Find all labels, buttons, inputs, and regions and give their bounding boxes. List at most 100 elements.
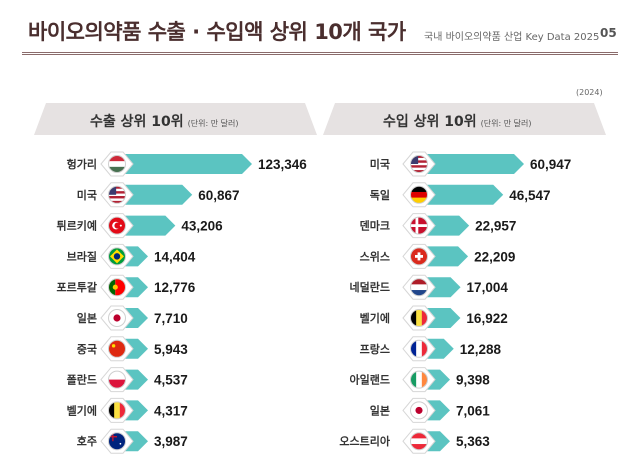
export-value-label: 14,404 (154, 249, 196, 264)
import-bar (426, 215, 470, 236)
export-value-label: 7,710 (154, 311, 188, 326)
export-country-label: 일본 (77, 311, 97, 325)
flag-china-icon (108, 339, 126, 358)
import-value-label: 16,922 (466, 311, 507, 326)
import-panel-header: 수입 상위 10위 (단위: 만 달러) (323, 103, 606, 135)
export-bar (124, 308, 148, 328)
flag-australia-icon (108, 432, 126, 451)
export-row: 일본 7,710 (77, 305, 188, 331)
export-bar (124, 369, 148, 390)
page-subtitle: 국내 바이오의약품 산업 Key Data 2025 (424, 32, 600, 43)
import-value-label: 22,957 (475, 219, 516, 234)
import-country-label: 프랑스 (360, 343, 390, 356)
import-bar (426, 154, 524, 174)
export-country-label: 폴란드 (67, 373, 97, 387)
export-value-label: 4,317 (154, 403, 188, 418)
import-row: 독일 46,547 (370, 182, 551, 208)
export-country-label: 튀르키예 (57, 219, 97, 233)
export-row: 중국 5,943 (77, 336, 188, 362)
export-row: 폴란드 4,537 (67, 367, 188, 393)
import-row: 아일랜드 9,398 (350, 367, 490, 393)
import-row: 오스트리아 5,363 (339, 428, 490, 454)
export-country-label: 벨기에 (67, 403, 97, 417)
export-bar (124, 400, 148, 421)
export-country-label: 미국 (77, 188, 97, 202)
export-bar (124, 215, 176, 236)
export-value-label: 60,867 (198, 188, 239, 203)
export-country-label: 브라질 (67, 249, 97, 263)
export-country-label: 포르투갈 (57, 280, 97, 294)
flag-germany-icon (410, 185, 428, 204)
import-panel-title: 수입 상위 10위 (383, 114, 477, 130)
export-country-label: 호주 (77, 434, 97, 448)
import-country-label: 미국 (370, 157, 390, 171)
flag-hungary-icon (108, 155, 126, 173)
import-bar (426, 400, 450, 421)
import-bar (426, 338, 454, 359)
export-unit-label: (단위: 만 달러) (187, 119, 239, 128)
export-bar (124, 338, 148, 359)
export-country-label: 중국 (77, 343, 97, 356)
flag-netherlands-icon (410, 278, 428, 297)
import-row: 미국 60,947 (370, 151, 571, 177)
import-value-label: 7,061 (456, 403, 490, 418)
flag-austria-icon (410, 432, 428, 451)
import-country-label: 아일랜드 (350, 373, 390, 387)
import-row: 스위스 22,209 (360, 243, 515, 269)
export-row: 벨기에 4,317 (67, 397, 188, 423)
page-number: 05 (600, 26, 617, 40)
export-value-label: 43,206 (181, 219, 223, 234)
export-bar (124, 246, 148, 267)
flag-usa-icon (108, 185, 126, 204)
export-value-label: 3,987 (154, 434, 188, 449)
import-value-label: 46,547 (509, 188, 550, 203)
flag-portugal-icon (108, 278, 126, 297)
flag-belgium-icon (410, 309, 428, 327)
import-value-label: 5,363 (456, 434, 490, 449)
flag-belgium-icon (108, 401, 126, 420)
export-bar (124, 277, 148, 298)
export-bar (124, 431, 148, 452)
export-panel-title: 수출 상위 10위 (90, 114, 184, 130)
flag-usa-icon (410, 155, 428, 173)
header-divider-second (22, 54, 618, 55)
import-bar (426, 308, 461, 328)
export-country-label: 헝가리 (67, 157, 97, 171)
import-bar (426, 369, 450, 390)
import-unit-label: (단위: 만 달러) (480, 119, 532, 128)
import-value-label: 9,398 (456, 373, 490, 388)
import-bar (426, 277, 461, 298)
import-bar (426, 184, 504, 205)
top-bar (0, 0, 640, 5)
flag-switzerland-icon (410, 247, 428, 266)
export-row: 호주 3,987 (77, 428, 188, 454)
export-row: 헝가리 123,346 (67, 151, 307, 177)
import-value-label: 22,209 (474, 249, 515, 264)
export-row: 브라질 14,404 (67, 243, 196, 269)
import-row: 벨기에 16,922 (360, 305, 508, 331)
year-label: (2024) (576, 88, 603, 97)
flag-ireland-icon (410, 370, 428, 389)
flag-turkey-icon (108, 216, 126, 235)
export-value-label: 123,346 (258, 157, 307, 172)
import-row: 프랑스 12,288 (360, 336, 502, 362)
import-value-label: 17,004 (467, 280, 509, 295)
page-title: 바이오의약품 수출 · 수입액 상위 10개 국가 (28, 20, 406, 44)
import-value-label: 60,947 (530, 157, 571, 172)
export-row: 튀르키예 43,206 (57, 213, 223, 239)
import-country-label: 독일 (370, 188, 390, 202)
import-country-label: 벨기에 (360, 311, 390, 325)
flag-japan-icon (410, 401, 428, 420)
export-bar (124, 154, 252, 174)
flag-brazil-icon (108, 247, 126, 266)
export-value-label: 4,537 (154, 373, 188, 388)
export-panel-header: 수출 상위 10위 (단위: 만 달러) (34, 103, 317, 135)
import-value-label: 12,288 (460, 342, 502, 357)
import-row: 덴마크 22,957 (360, 213, 516, 239)
import-country-label: 오스트리아 (339, 434, 390, 448)
import-row: 일본 7,061 (370, 397, 490, 423)
import-country-label: 덴마크 (360, 219, 390, 233)
flag-japan-icon (108, 309, 126, 327)
header-divider (22, 52, 618, 53)
export-row: 미국 60,867 (77, 182, 240, 208)
